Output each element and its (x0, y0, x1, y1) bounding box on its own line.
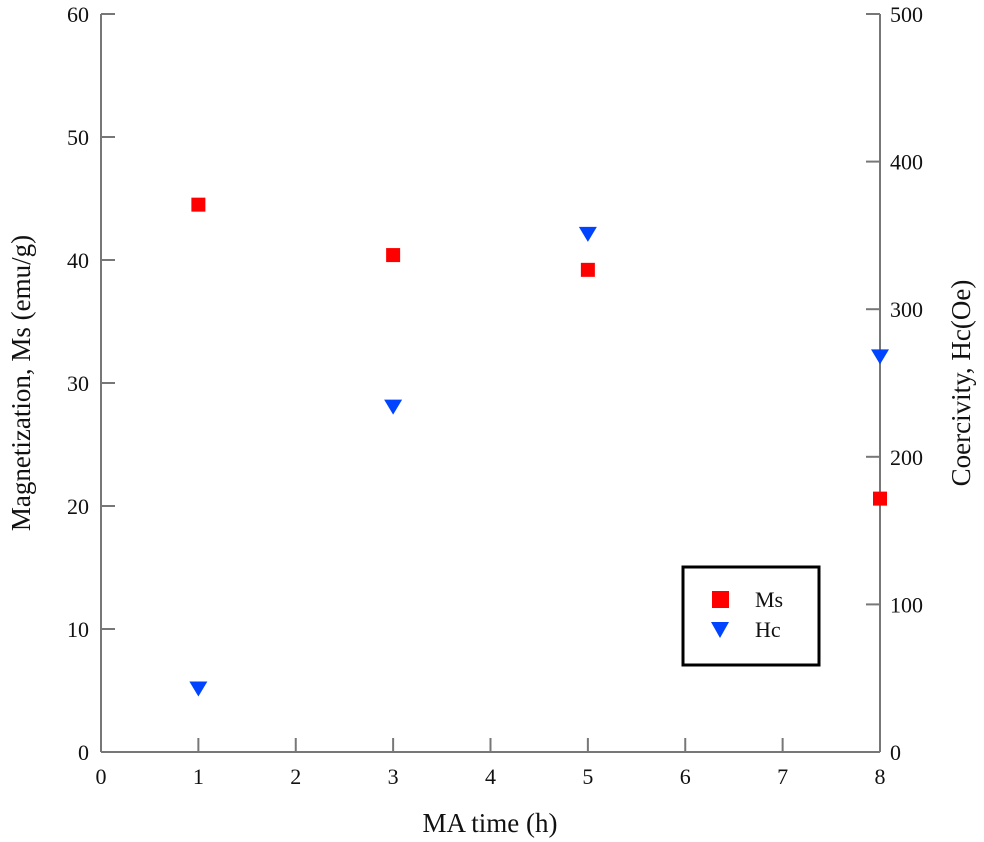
data-marks (189, 197, 889, 697)
y-axis-title: Magnetization, Ms (emu/g) (6, 235, 36, 531)
y-tick-label: 10 (67, 617, 89, 642)
x-tick-label: 7 (777, 764, 788, 789)
y2-axis-title: Coercivity, Hc(Oe) (946, 280, 976, 487)
hc-point (871, 349, 889, 365)
x-tick-label: 3 (388, 764, 399, 789)
hc-point (578, 226, 597, 242)
y2-tick-label: 200 (890, 445, 923, 470)
y-tick-label: 0 (78, 740, 89, 765)
y2-tick-label: 100 (890, 592, 923, 617)
x-tick-label: 1 (193, 764, 204, 789)
x-tick-label: 4 (485, 764, 496, 789)
y-tick-label: 50 (67, 125, 89, 150)
legend-box (681, 565, 821, 667)
y2-tick-label: 400 (890, 150, 923, 175)
legend: Ms Hc (681, 565, 821, 667)
ms-point (386, 248, 401, 263)
ms-point (191, 197, 206, 212)
hc-point (384, 399, 403, 415)
y2-tick-label: 0 (890, 740, 901, 765)
y-tick-label: 20 (67, 494, 89, 519)
legend-marker-hc (711, 622, 729, 638)
x-axis-title: MA time (h) (423, 808, 558, 838)
x-tick-label: 5 (582, 764, 593, 789)
legend-marker-ms (712, 591, 729, 608)
y-tick-label: 40 (67, 248, 89, 273)
legend-label-hc: Hc (755, 617, 781, 642)
x-tick-label: 2 (290, 764, 301, 789)
x-tick-label: 8 (875, 764, 886, 789)
hc-point (189, 681, 208, 697)
legend-label-ms: Ms (755, 587, 783, 612)
x-tick-label: 6 (680, 764, 691, 789)
y-tick-label: 60 (67, 2, 89, 27)
x-tick-label: 0 (96, 764, 107, 789)
ms-point (580, 262, 595, 277)
y2-tick-label: 300 (890, 297, 923, 322)
ms-point (873, 491, 887, 506)
y-tick-label: 30 (67, 371, 89, 396)
y2-tick-label: 500 (890, 2, 923, 27)
